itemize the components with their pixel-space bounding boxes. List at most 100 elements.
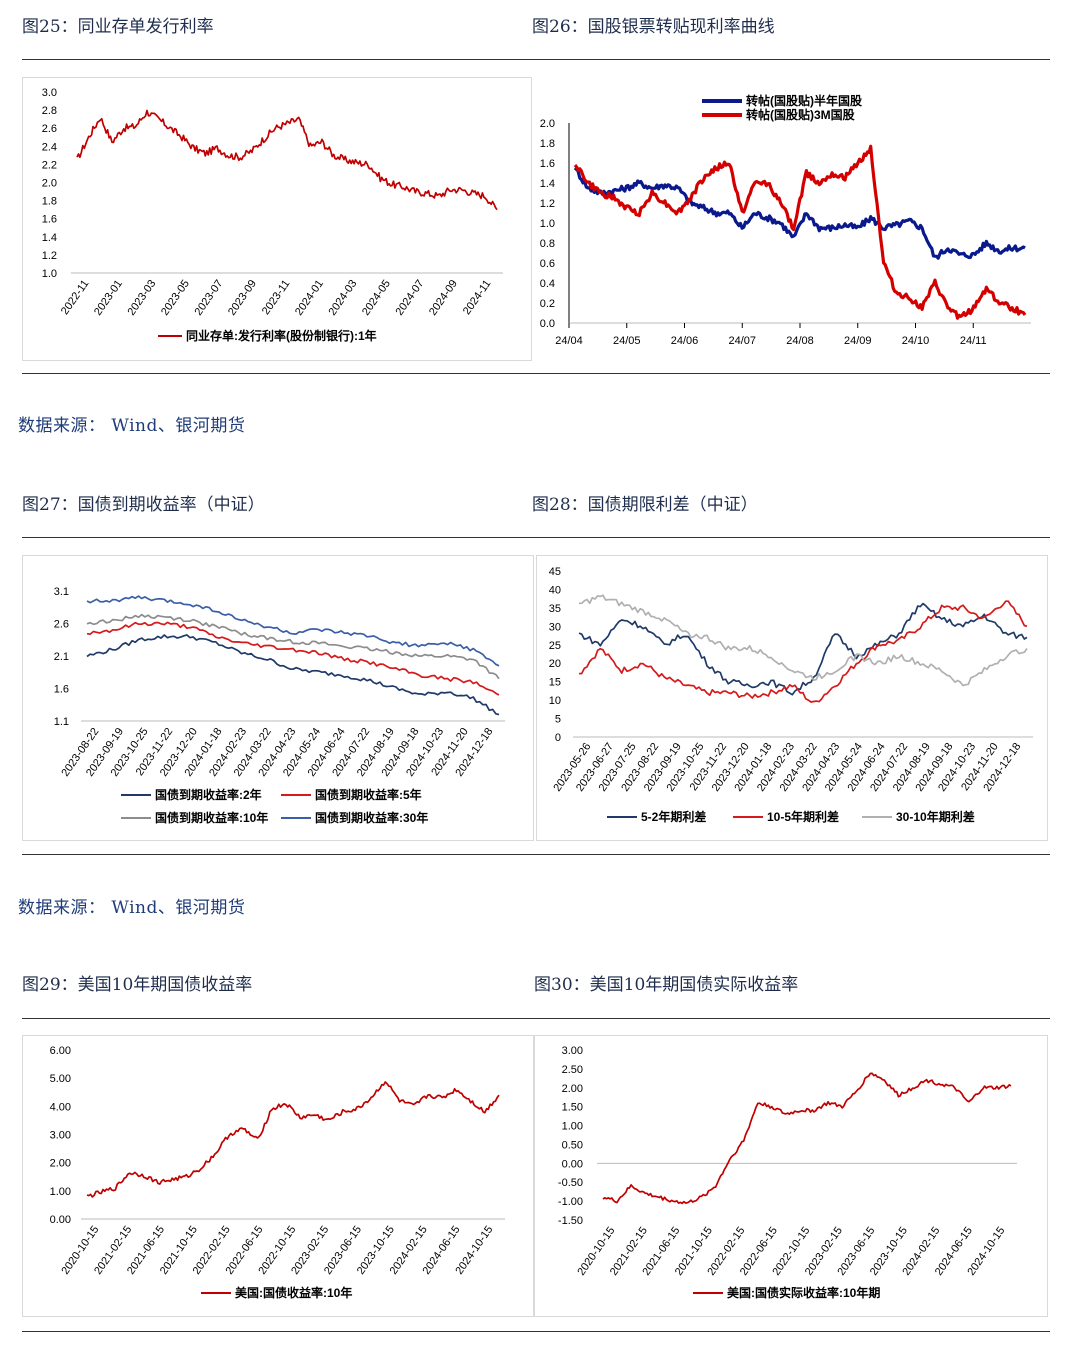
fig29-panel: 6.00 5.00 4.00 3.00 2.00 1.00 0.00 2020-10-15 20… [22, 1035, 534, 1317]
y-tick-label: 1.8 [42, 196, 57, 208]
legend-label: 国债到期收益率:2年 [155, 787, 262, 802]
y-tick-label: 1.4 [540, 178, 555, 190]
divider [22, 373, 1050, 374]
y-tick-label: 2.00 [50, 1158, 71, 1170]
y-tick-label: 2.00 [562, 1083, 583, 1095]
series-line-4 [86, 595, 500, 667]
y-tick-label: -0.50 [558, 1177, 583, 1189]
divider [22, 854, 1050, 855]
y-tick-label: 6.00 [50, 1045, 71, 1057]
legend-label: 转帖(国股贴)半年国股 [746, 93, 863, 108]
y-tick-label: 45 [549, 566, 561, 578]
y-tick-label: 5 [555, 714, 561, 726]
source-note: 数据来源： Wind、银河期货 [18, 416, 246, 436]
fig30-title: 图30：美国10年期国债实际收益率 [534, 975, 799, 995]
x-tick-label: 24/07 [728, 335, 756, 347]
y-tick-label: 1.50 [562, 1102, 583, 1114]
fig29-chart: 6.005.004.003.002.001.000.002020-10-1520… [50, 1045, 505, 1300]
series-line-2 [86, 621, 500, 696]
y-tick-label: 0.50 [562, 1139, 583, 1151]
x-tick-label: 2024-11 [461, 278, 494, 317]
series-line-1 [86, 634, 500, 716]
y-tick-label: 1.00 [50, 1186, 71, 1198]
x-tick-label: 2022-11 [59, 278, 92, 317]
divider [22, 59, 1050, 60]
y-tick-label: 0.00 [50, 1214, 71, 1226]
x-tick-label: 24/10 [902, 335, 930, 347]
y-tick-label: 30 [549, 621, 561, 633]
series-line-2 [573, 144, 1027, 320]
x-tick-label: 2023-01 [92, 278, 125, 318]
y-tick-label: 10 [549, 695, 561, 707]
x-tick-label: 2024-03 [326, 278, 359, 318]
fig28-title: 图28：国债期限利差（中证） [532, 495, 758, 515]
fig30-panel: 3.00 2.50 2.00 1.50 1.00 0.50 0.00 -0.50 -1.00 -1… [534, 1035, 1048, 1317]
y-tick-label: 2.6 [54, 619, 69, 631]
divider [22, 1331, 1050, 1332]
legend-label: 国债到期收益率:30年 [315, 810, 428, 825]
y-tick-label: 2.0 [42, 178, 57, 190]
y-tick-label: 20 [549, 658, 561, 670]
x-tick-label: 24/05 [613, 335, 641, 347]
series-line-1 [573, 166, 1026, 260]
x-tick-label: 2023-07 [192, 278, 225, 318]
y-tick-label: 2.6 [42, 123, 57, 135]
y-tick-label: 40 [549, 584, 561, 596]
fig28-chart: 4540353025201510502023-05-262023-06-2720… [549, 566, 1033, 824]
y-tick-label: 3.00 [50, 1130, 71, 1142]
y-tick-label: 1.1 [54, 716, 69, 728]
y-tick-label: 0.00 [562, 1158, 583, 1170]
y-tick-label: 1.0 [540, 218, 555, 230]
x-tick-label: 24/06 [671, 335, 699, 347]
y-tick-label: 4.00 [50, 1101, 71, 1113]
x-tick-label: 2023-09 [226, 278, 259, 318]
y-tick-label: 0.2 [540, 298, 555, 310]
y-tick-label: 0.6 [540, 258, 555, 270]
fig28-panel: 45 40 35 30 25 20 15 10 5 0 2023-05-26 2023-06-27 20… [536, 555, 1048, 841]
y-tick-label: 1.8 [540, 138, 555, 150]
x-tick-label: 2024-09 [427, 278, 460, 318]
series-line-3 [578, 594, 1028, 687]
y-tick-label: 25 [549, 640, 561, 652]
x-tick-label: 2024-01 [293, 278, 326, 318]
x-tick-label: 2024-07 [393, 278, 426, 318]
y-tick-label: 1.2 [540, 198, 555, 210]
series-line-3 [86, 613, 500, 680]
legend-label: 10-5年期利差 [767, 809, 839, 824]
legend-label: 国债到期收益率:5年 [315, 787, 422, 802]
x-tick-label: 2023-03 [125, 278, 158, 318]
y-tick-label: 2.8 [42, 105, 57, 117]
legend-label: 30-10年期利差 [896, 809, 975, 824]
source-note: 数据来源： Wind、银河期货 [18, 898, 246, 918]
series-line-1 [86, 1081, 500, 1198]
y-tick-label: 2.1 [54, 651, 69, 663]
x-tick-label: 24/04 [555, 335, 583, 347]
y-tick-label: 1.6 [540, 158, 555, 170]
fig26-chart: 2.0 1.8 1.6 1.4 1.2 1.0 0.8 0.6 0.4 0.2 0.024/04 24… [540, 93, 1031, 347]
fig26-title: 图26：国股银票转贴现利率曲线 [532, 17, 775, 37]
y-tick-label: 1.2 [42, 250, 57, 262]
fig26-panel: 2.0 1.8 1.6 1.4 1.2 1.0 0.8 0.6 0.4 0.2 0.0 24/04 24… [536, 77, 1048, 361]
y-tick-label: 2.0 [540, 118, 555, 130]
legend-label: 同业存单:发行利率(股份制银行):1年 [186, 328, 377, 343]
y-tick-label: 1.0 [42, 268, 57, 280]
y-tick-label: 0 [555, 732, 561, 744]
y-tick-label: 1.6 [54, 684, 69, 696]
fig25-panel: 3.0 2.8 2.6 2.4 2.2 2.0 1.8 1.6 1.4 1.2 1.0 2022-11… [22, 77, 532, 361]
series-line-1 [76, 109, 498, 211]
legend-label: 美国:国债实际收益率:10年期 [727, 1285, 880, 1300]
y-tick-label: -1.00 [558, 1196, 583, 1208]
fig29-title: 图29：美国10年期国债收益率 [22, 975, 253, 995]
y-tick-label: 3.0 [42, 87, 57, 99]
y-tick-label: 3.00 [562, 1045, 583, 1057]
x-tick-label: 24/08 [786, 335, 814, 347]
y-tick-label: 1.00 [562, 1121, 583, 1133]
series-line-2 [578, 600, 1028, 703]
y-tick-label: 2.2 [42, 159, 57, 171]
y-tick-label: 0.0 [540, 318, 555, 330]
fig27-chart: 3.12.62.11.61.12023-08-222023-09-192023-… [54, 586, 505, 825]
y-tick-label: 0.8 [540, 238, 555, 250]
legend-label: 5-2年期利差 [641, 809, 706, 824]
y-tick-label: 1.4 [42, 232, 57, 244]
y-tick-label: 1.6 [42, 214, 57, 226]
